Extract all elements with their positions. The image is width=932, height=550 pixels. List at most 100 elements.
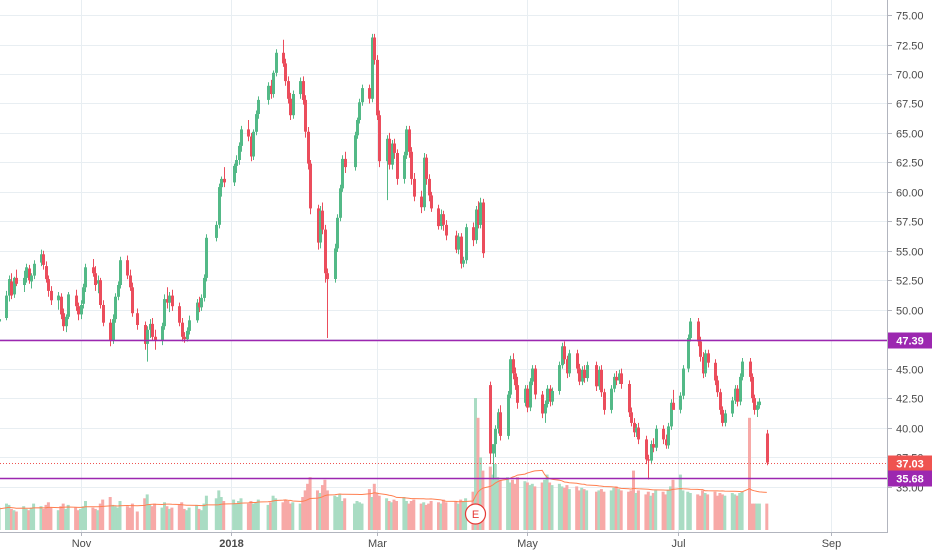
volume-bar — [617, 489, 621, 530]
volume-bar — [634, 493, 638, 530]
time-tick-label: Mar — [368, 538, 387, 550]
volume-bar — [565, 485, 569, 530]
volume-bar — [511, 479, 514, 530]
candle-body — [679, 395, 682, 410]
candle-body — [40, 254, 43, 263]
candle-body — [455, 235, 458, 250]
candle-body — [413, 178, 416, 197]
volume-bar — [153, 503, 157, 530]
volume-bar — [390, 502, 394, 530]
candle-body — [716, 380, 719, 393]
volume-bar — [56, 510, 60, 530]
volume-bar — [713, 491, 717, 530]
price-tick-label: 72.50 — [896, 41, 924, 53]
candle-body — [388, 138, 391, 165]
candle-body — [734, 388, 737, 401]
candle-body — [75, 295, 78, 307]
candle-body — [146, 329, 149, 344]
candle-body — [425, 157, 428, 179]
volume-bar — [338, 494, 342, 530]
volume-bar — [516, 477, 519, 530]
volume-bar — [580, 487, 584, 530]
volume-bar — [644, 494, 648, 530]
volume-bar — [439, 503, 443, 530]
candlesticks[interactable] — [0, 33, 769, 480]
candle-body — [507, 394, 510, 436]
volume-bar — [582, 489, 586, 530]
candle-body — [549, 388, 552, 402]
volume-bar — [303, 490, 307, 530]
volume-bar — [474, 398, 477, 530]
candle-body — [637, 427, 640, 440]
candle-body — [440, 214, 443, 226]
candle-body — [326, 273, 329, 280]
volume-bar — [525, 482, 529, 530]
candle-body — [371, 37, 374, 99]
volume-bar — [323, 479, 327, 530]
candle-body — [354, 135, 357, 168]
volume-bar — [661, 491, 665, 530]
volume-bar — [187, 507, 191, 530]
candle-body — [102, 305, 105, 323]
volume-bar — [755, 503, 759, 530]
candle-body — [356, 120, 359, 136]
candle-body — [233, 165, 236, 183]
volume-bar — [59, 506, 63, 530]
candle-body — [465, 227, 468, 261]
candle-body — [724, 413, 727, 423]
price-tick-label: 60.00 — [896, 188, 924, 200]
candle-body — [514, 373, 517, 386]
volume-bar — [74, 507, 78, 530]
candle-body — [292, 94, 295, 116]
candle-body — [430, 195, 433, 209]
volume-bar — [91, 507, 95, 530]
candle-body — [30, 275, 33, 282]
volume-bar — [321, 485, 324, 530]
candle-body — [753, 398, 756, 410]
volume-bar — [42, 508, 45, 530]
volume-bar — [688, 493, 692, 530]
volume-bar — [269, 502, 273, 530]
candle-body — [247, 129, 250, 137]
time-axis[interactable]: Nov 2018 Mar May Jul Sep — [72, 532, 842, 550]
price-levels — [0, 339, 887, 480]
volume-bar — [664, 494, 668, 530]
candle-body — [99, 280, 102, 305]
volume-bar — [627, 491, 631, 530]
candle-body — [302, 81, 305, 100]
earnings-markers[interactable]: E — [464, 503, 487, 525]
volume-bar — [523, 481, 527, 530]
candle-body — [60, 296, 63, 315]
candle-body — [561, 346, 564, 366]
volume-bar — [180, 502, 184, 530]
candle-body — [304, 99, 307, 132]
candle-body — [615, 376, 618, 381]
volume-bar — [686, 491, 690, 530]
candle-body — [151, 323, 154, 337]
earnings-marker[interactable] — [464, 503, 487, 525]
price-tick-label: 50.00 — [896, 306, 924, 318]
candle-body — [403, 155, 406, 179]
time-tick-label: Sep — [822, 538, 842, 550]
candle-body — [655, 428, 658, 448]
volume-bar — [81, 506, 85, 530]
volume-bar — [360, 503, 364, 530]
volume-bar — [195, 504, 199, 530]
candle-body — [198, 302, 201, 308]
volume-bar — [698, 495, 702, 530]
candle-body — [645, 439, 648, 460]
candle-body — [33, 263, 36, 276]
volume-bar — [232, 499, 236, 530]
volume-bar — [306, 483, 310, 530]
price-level-badge — [888, 470, 932, 487]
candle-body — [270, 85, 273, 95]
price-level-badge — [888, 455, 932, 472]
volume-bar — [249, 501, 253, 530]
volume-bar — [246, 503, 250, 530]
volume-bar — [437, 502, 440, 530]
candle-body — [492, 444, 495, 454]
volume-bar — [165, 506, 169, 530]
